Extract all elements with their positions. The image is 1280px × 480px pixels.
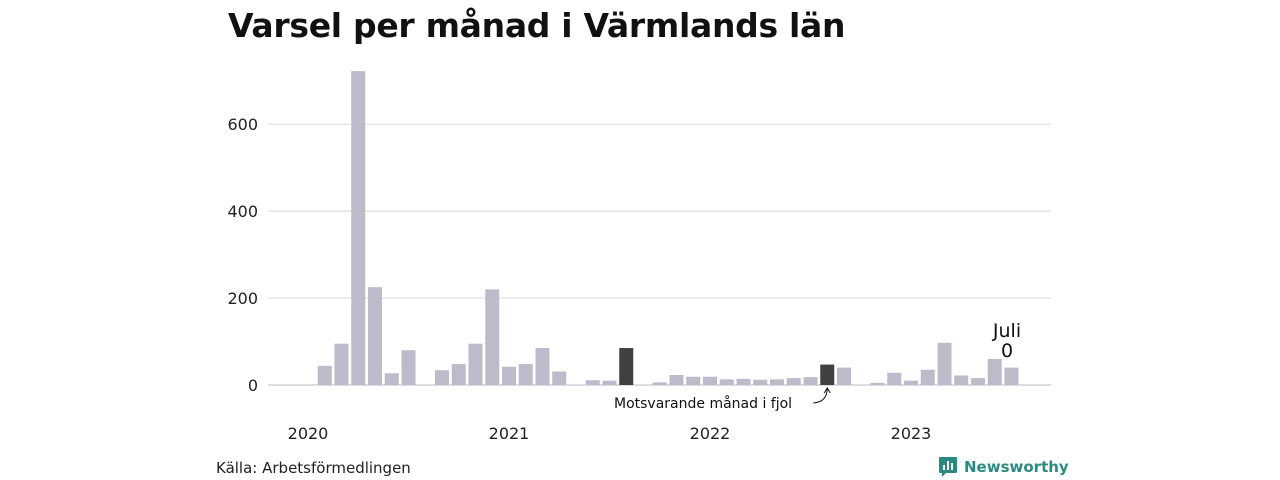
bar bbox=[937, 342, 952, 385]
y-tick-label: 400 bbox=[227, 202, 258, 221]
bar bbox=[987, 358, 1002, 385]
bar bbox=[602, 380, 617, 385]
annotation-arrow bbox=[813, 387, 828, 404]
y-tick-label: 0 bbox=[248, 376, 258, 395]
bar bbox=[669, 375, 684, 385]
bar bbox=[552, 371, 567, 385]
bar bbox=[368, 287, 382, 385]
bar bbox=[837, 367, 851, 385]
bar bbox=[719, 379, 734, 385]
bar bbox=[971, 378, 985, 385]
bar bbox=[1004, 367, 1019, 385]
bar bbox=[334, 343, 349, 385]
bar bbox=[954, 375, 969, 385]
brand-logo[interactable]: Newsworthy bbox=[938, 456, 1069, 478]
bar bbox=[887, 372, 902, 385]
bar bbox=[585, 380, 600, 385]
newsworthy-logo-icon bbox=[939, 457, 957, 477]
bar bbox=[770, 379, 784, 385]
bar bbox=[435, 370, 449, 385]
x-tick-label: 2022 bbox=[690, 424, 731, 443]
bar bbox=[870, 382, 885, 385]
bar bbox=[451, 364, 466, 385]
bar bbox=[518, 364, 533, 385]
bar bbox=[736, 378, 751, 385]
source-label: Källa: Arbetsförmedlingen bbox=[216, 459, 411, 477]
bar bbox=[317, 365, 332, 385]
bar bbox=[686, 376, 701, 385]
bar bbox=[485, 289, 500, 385]
bar bbox=[502, 366, 516, 385]
bar bbox=[703, 376, 717, 385]
bar-highlighted bbox=[619, 348, 634, 385]
current-month-value: 0 bbox=[1001, 340, 1013, 362]
bar bbox=[904, 380, 918, 385]
bar bbox=[384, 373, 399, 385]
bar bbox=[468, 343, 483, 385]
bar bbox=[920, 369, 935, 385]
bar bbox=[803, 377, 818, 385]
bar bbox=[401, 350, 416, 385]
bar bbox=[652, 382, 667, 385]
x-tick-label: 2020 bbox=[288, 424, 329, 443]
bar bbox=[535, 348, 550, 385]
annotation-arrowhead bbox=[823, 387, 831, 394]
bar bbox=[753, 379, 768, 385]
current-month-label: Juli bbox=[992, 320, 1021, 342]
chart-title: Varsel per månad i Värmlands län bbox=[228, 6, 846, 45]
annotation-label: Motsvarande månad i fjol bbox=[614, 395, 792, 412]
brand-name: Newsworthy bbox=[964, 458, 1069, 476]
y-tick-label: 600 bbox=[227, 115, 258, 134]
y-tick-label: 200 bbox=[227, 289, 258, 308]
bar bbox=[351, 71, 366, 385]
bar-highlighted bbox=[820, 364, 835, 385]
x-tick-label: 2021 bbox=[489, 424, 530, 443]
bar bbox=[786, 378, 801, 385]
x-tick-label: 2023 bbox=[891, 424, 932, 443]
